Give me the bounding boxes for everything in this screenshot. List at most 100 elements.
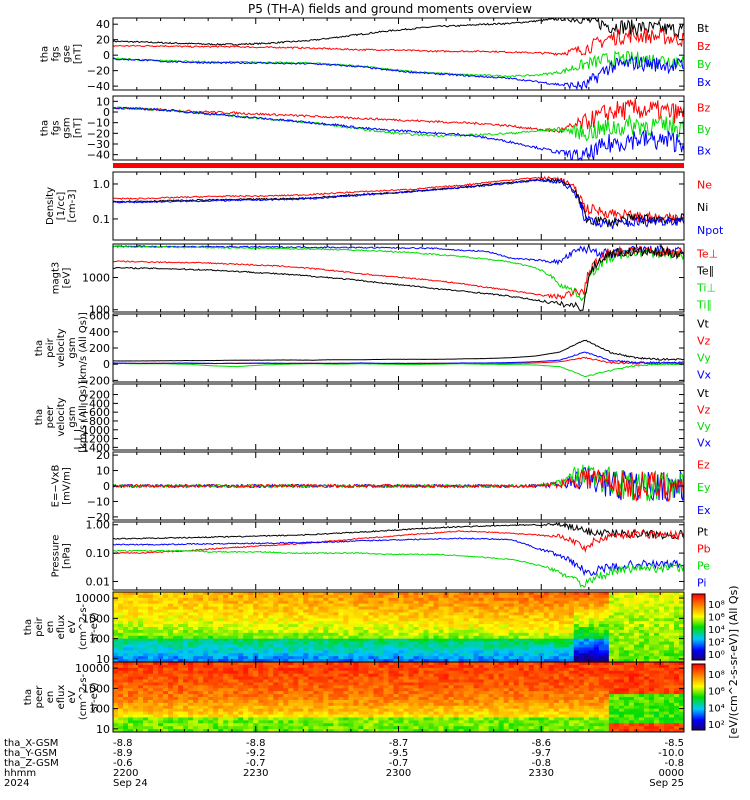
spectrogram-cell: [658, 615, 665, 619]
spectrogram-cell: [208, 615, 214, 619]
spectrogram-cell: [588, 624, 595, 628]
spectrogram-cell: [388, 664, 394, 669]
spectrogram-cell: [208, 676, 214, 680]
spectrogram-cell: [438, 635, 444, 640]
spectrogram-cell: [293, 723, 299, 727]
spectrogram-cell: [358, 679, 364, 683]
spectrogram-cell: [258, 694, 264, 698]
spectrogram-cell: [393, 609, 399, 613]
spectrogram-cell: [233, 702, 239, 707]
spectrogram-cell: [413, 723, 419, 727]
spectrogram-cell: [433, 615, 439, 619]
spectrogram-cell: [628, 653, 635, 657]
legend-entry: Vx: [697, 368, 712, 381]
spectrogram-cell: [348, 717, 354, 721]
spectrogram-cell: [358, 697, 364, 701]
spectrogram-cell: [308, 632, 314, 637]
spectrogram-cell: [113, 729, 119, 733]
spectrogram-cell: [433, 624, 439, 628]
spectrogram-cell: [348, 600, 354, 605]
spectrogram-cell: [318, 697, 324, 701]
spectrogram-cell: [573, 592, 580, 596]
spectrogram-cell: [418, 641, 424, 645]
spectrogram-cell: [153, 635, 159, 640]
spectrogram-cell: [288, 632, 294, 637]
spectrogram-cell: [413, 726, 419, 730]
spectrogram-cell: [538, 653, 545, 657]
y-axis-label: Density: [45, 187, 56, 225]
spectrogram-cell: [113, 664, 119, 669]
spectrogram-cell: [343, 644, 349, 648]
spectrogram-cell: [373, 685, 379, 689]
spectrogram-cell: [233, 659, 239, 663]
spectrogram-cell: [653, 627, 660, 631]
spectrogram-cell: [393, 624, 399, 628]
spectrogram-cell: [343, 609, 349, 613]
spectrogram-cell: [263, 664, 269, 669]
spectrogram-cell: [113, 670, 119, 675]
spectrogram-cell: [268, 705, 274, 710]
spectrogram-cell: [228, 729, 234, 733]
spectrogram-cell: [138, 656, 144, 660]
spectrogram-cell: [638, 650, 645, 654]
spectrogram-cell: [518, 632, 525, 637]
spectrogram-cell: [558, 644, 565, 648]
spectrogram-cell: [493, 606, 500, 610]
spectrogram-cell: [388, 644, 394, 648]
spectrogram-cell: [148, 632, 154, 637]
spectrogram-cell: [323, 729, 329, 733]
spectrogram-cell: [623, 603, 630, 607]
spectrogram-cell: [278, 670, 284, 675]
spectrogram-cell: [188, 726, 194, 730]
spectrogram-cell: [158, 705, 164, 710]
spectrogram-cell: [133, 694, 139, 698]
spectrogram-cell: [318, 603, 324, 607]
spectrogram-cell: [428, 647, 434, 651]
spectrogram-cell: [388, 662, 394, 666]
spectrogram-cell: [368, 618, 374, 622]
spectrogram-cell: [338, 673, 344, 677]
spectrogram-cell: [258, 624, 264, 628]
spectrogram-cell: [313, 635, 319, 640]
spectrogram-cell: [658, 650, 665, 654]
spectrogram-cell: [333, 673, 339, 677]
spectrogram-cell: [213, 720, 219, 724]
y-tick-label: 10000: [75, 592, 110, 605]
spectrogram-cell: [173, 685, 179, 689]
spectrogram-cell: [548, 641, 555, 645]
spectrogram-cell: [473, 647, 480, 651]
spectrogram-cell: [473, 641, 480, 645]
spectrogram-cell: [523, 597, 530, 602]
spectrogram-cell: [128, 702, 134, 707]
spectrogram-cell: [148, 694, 154, 698]
spectrogram-cell: [173, 694, 179, 698]
spectrogram-cell: [138, 612, 144, 616]
spectrogram-cell: [183, 609, 189, 613]
spectrogram-cell: [168, 627, 174, 631]
spectrogram-cell: [378, 624, 384, 628]
spectrogram-cell: [158, 714, 164, 718]
spectrogram-cell: [273, 621, 279, 625]
spectrogram-cell: [203, 615, 209, 619]
spectrogram-cell: [183, 600, 189, 605]
spectrogram-cell: [433, 635, 439, 640]
spectrogram-cell: [303, 691, 309, 695]
spectrogram-cell: [633, 606, 640, 610]
spectrogram-cell: [358, 708, 364, 712]
spectrogram-cell: [238, 594, 244, 599]
spectrogram-cell: [123, 685, 129, 689]
spectrogram-cell: [568, 627, 575, 631]
spectrogram-cell: [393, 711, 399, 715]
spectrogram-cell: [278, 656, 284, 660]
spectrogram-cell: [318, 662, 324, 666]
spectrogram-cell: [578, 656, 585, 660]
spectrogram-cell: [593, 592, 600, 596]
spectrogram-cell: [233, 723, 239, 727]
spectrogram-cell: [453, 624, 460, 628]
spectrogram-cell: [363, 653, 369, 657]
spectrogram-cell: [368, 650, 374, 654]
spectrogram-cell: [533, 594, 540, 599]
spectrogram-cell: [393, 691, 399, 695]
spectrogram-cell: [393, 641, 399, 645]
